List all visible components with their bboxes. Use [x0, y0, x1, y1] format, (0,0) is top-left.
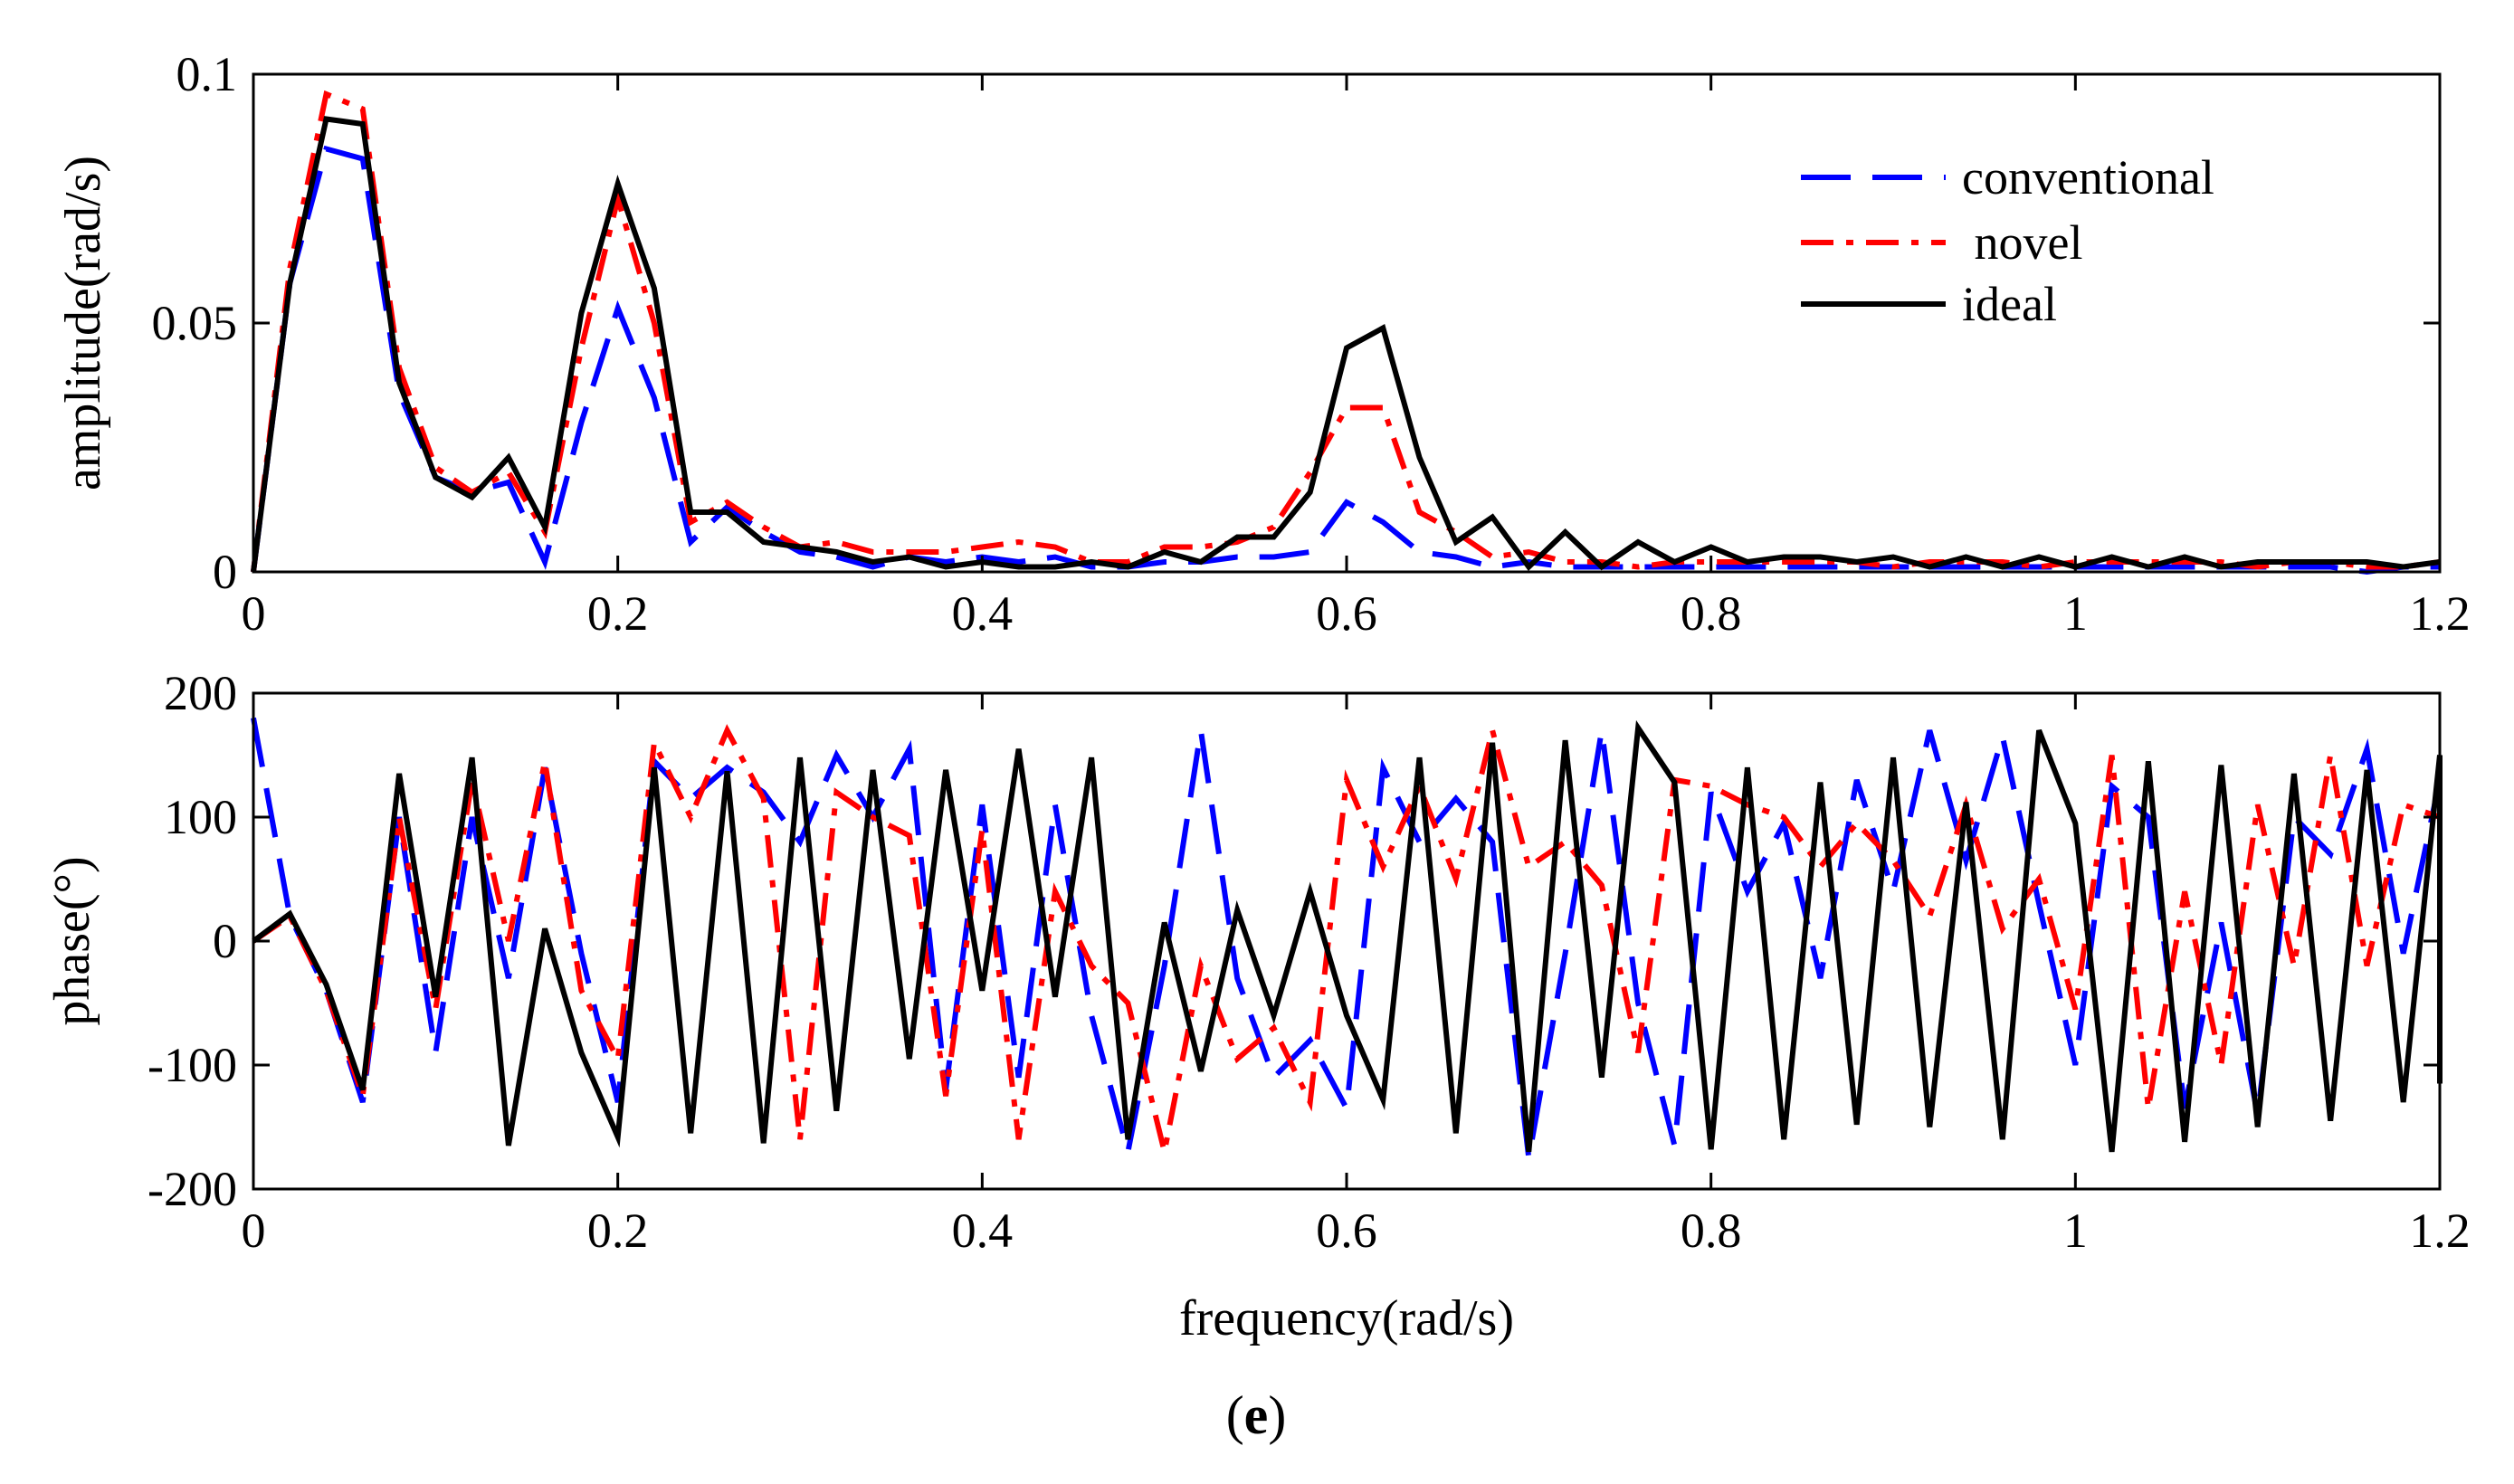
panel-label-close-paren: ) — [1268, 1385, 1286, 1445]
x-tick-label: 0.8 — [1681, 1203, 1742, 1258]
y-tick-label: -200 — [148, 1162, 237, 1216]
x-tick-label: 1.2 — [2409, 586, 2471, 641]
legend: conventional novel ideal — [1801, 150, 2214, 331]
y-tick-label: 100 — [164, 790, 237, 844]
amplitude-y-axis-label: amplitude(rad/s) — [55, 156, 111, 490]
x-tick-label: 0.2 — [587, 1203, 649, 1258]
y-tick-label: 0.1 — [176, 47, 238, 101]
legend-label-ideal: ideal — [1962, 277, 2057, 331]
y-tick-label: 0 — [213, 914, 237, 968]
legend-label-novel: novel — [1962, 215, 2082, 270]
amplitude-ticks: 0 0.2 0.4 0.6 0.8 1 1.2 0 0.05 0.1 — [152, 47, 2471, 641]
x-tick-label: 0.6 — [1316, 1203, 1377, 1258]
phase-ticks: 0 0.2 0.4 0.6 0.8 1 1.2 -200 -100 0 100 200 — [148, 666, 2471, 1258]
x-tick-label: 0.4 — [952, 586, 1014, 641]
phase-x-axis-label: frequency(rad/s) — [1179, 1290, 1514, 1346]
panel-label-open-paren: ( — [1226, 1385, 1244, 1445]
x-tick-label: 0 — [242, 1203, 266, 1258]
y-tick-label: -100 — [148, 1038, 237, 1092]
series-line-conventional — [251, 717, 2443, 1159]
x-tick-label: 1.2 — [2409, 1203, 2471, 1258]
phase-chart: 0 0.2 0.4 0.6 0.8 1 1.2 -200 -100 0 100 200 phase(°… — [44, 666, 2471, 1346]
phase-series-group — [251, 717, 2443, 1159]
y-tick-label: 0.05 — [152, 296, 238, 350]
x-tick-label: 0.6 — [1316, 586, 1377, 641]
y-tick-label: 0 — [213, 545, 237, 599]
x-tick-label: 0.2 — [587, 586, 649, 641]
amplitude-chart: 0 0.2 0.4 0.6 0.8 1 1.2 0 0.05 0.1 amplitude(rad/… — [55, 47, 2471, 641]
x-tick-label: 0.4 — [952, 1203, 1014, 1258]
x-tick-label: 0 — [242, 586, 266, 641]
x-tick-label: 1 — [2063, 1203, 2088, 1258]
y-tick-label: 200 — [164, 666, 237, 720]
series-line-ideal — [252, 719, 2443, 1153]
series-line-novel — [252, 724, 2441, 1153]
legend-label-conventional: conventional — [1962, 150, 2214, 205]
figure-panel-label: (e) — [1226, 1385, 1287, 1445]
x-tick-label: 1 — [2063, 586, 2088, 641]
series-line-novel — [251, 90, 2441, 573]
panel-label-letter: e — [1244, 1385, 1269, 1445]
phase-y-axis-label: phase(°) — [44, 856, 100, 1025]
x-tick-label: 0.8 — [1681, 586, 1742, 641]
